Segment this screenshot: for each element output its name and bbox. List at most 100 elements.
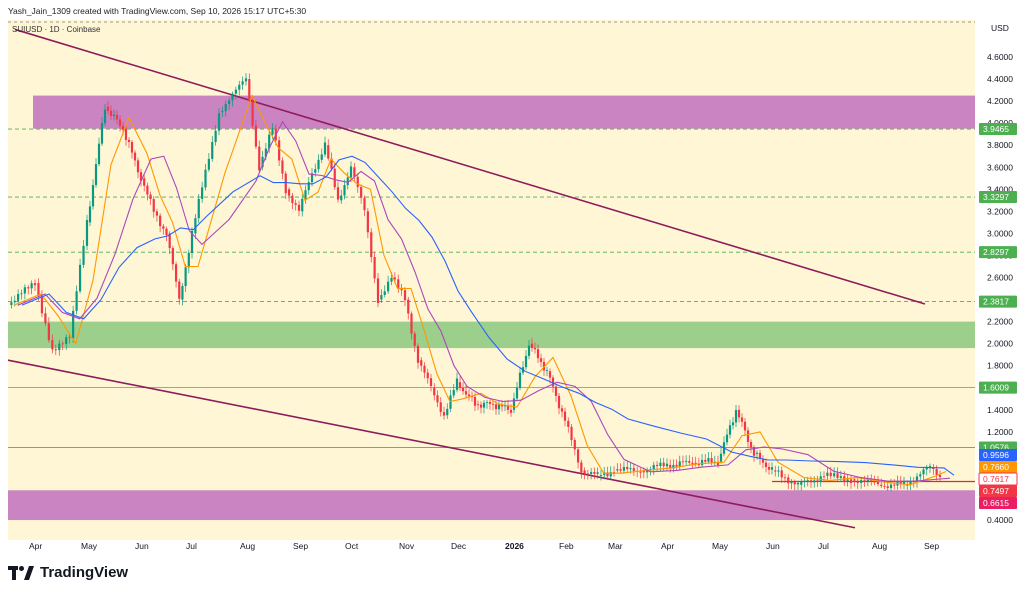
candle-body <box>536 349 540 359</box>
candle-body <box>61 343 64 345</box>
candle-body <box>725 434 729 443</box>
candle-body <box>178 281 181 299</box>
candle-body <box>563 411 567 421</box>
candle-body <box>551 377 555 387</box>
candle-body <box>935 469 938 475</box>
candle-body <box>494 404 498 410</box>
candle-body <box>512 398 516 410</box>
candle-body <box>333 168 336 188</box>
candle-body <box>85 220 89 246</box>
candle-body <box>91 185 95 207</box>
candle-body <box>836 473 839 478</box>
ma-long-line <box>21 155 955 476</box>
candle-body <box>570 426 573 441</box>
candle-body <box>78 264 82 292</box>
candle-body <box>121 126 125 130</box>
candle-body <box>75 291 78 311</box>
candle-body <box>197 198 200 219</box>
candle-body <box>304 190 307 199</box>
candle-body <box>254 125 258 147</box>
candle-body <box>761 458 765 463</box>
candle-body <box>217 113 221 131</box>
candle-body <box>767 467 771 470</box>
candle-body <box>583 470 586 474</box>
candle-body <box>734 409 738 423</box>
candle-body <box>922 469 925 475</box>
candle-body <box>626 466 629 470</box>
time-tick-label: Jul <box>186 541 197 551</box>
resistance-zone <box>33 95 975 129</box>
level-tag-text: 1.0576 <box>983 443 1009 453</box>
candle-body <box>488 401 492 404</box>
candle-body <box>27 287 30 289</box>
demand-zone <box>8 490 975 521</box>
price-tag-text: 0.7660 <box>983 462 1009 472</box>
price-tick-label: 3.6000 <box>987 162 1013 172</box>
candle-body <box>248 79 251 102</box>
candle-body <box>162 226 165 229</box>
candle-body <box>548 371 552 378</box>
candle-body <box>231 93 234 101</box>
candle-body <box>327 145 330 159</box>
candle-body <box>694 462 697 464</box>
candle-body <box>244 78 248 82</box>
candle-body <box>906 484 909 486</box>
candle-body <box>856 480 859 483</box>
candle-body <box>268 134 271 149</box>
price-tick-label: 4.6000 <box>987 52 1013 62</box>
candle-body <box>893 484 896 486</box>
attribution-text: Yash_Jain_1309 created with TradingView.… <box>8 6 307 16</box>
price-tag-text: 0.7497 <box>983 486 1009 496</box>
candle-body <box>764 462 768 468</box>
time-tick-label: Sep <box>924 541 939 551</box>
candle-body <box>576 449 580 463</box>
candle-body <box>133 152 137 161</box>
candle-body <box>429 378 433 387</box>
candle-body <box>467 394 471 397</box>
candle-body <box>360 187 363 198</box>
candle-body <box>672 464 675 469</box>
candle-body <box>294 203 297 205</box>
price-tag-0.6615 <box>979 497 1017 509</box>
candle-body <box>889 484 893 488</box>
time-tick-label: Jun <box>766 541 780 551</box>
candle-body <box>691 462 694 466</box>
candle-body <box>642 470 645 473</box>
candle-body <box>752 447 756 456</box>
candle-body <box>710 458 713 463</box>
candle-body <box>336 187 340 200</box>
candle-body <box>363 197 366 211</box>
candle-body <box>228 100 231 105</box>
support-zone <box>8 321 975 349</box>
candle-body <box>665 463 669 467</box>
candle-body <box>397 279 400 288</box>
candle-body <box>115 114 119 120</box>
candle-body <box>833 473 836 477</box>
candle-body <box>190 230 194 253</box>
tradingview-logo[interactable]: TradingView <box>8 564 128 581</box>
candle-body <box>573 440 576 450</box>
candle-body <box>88 206 92 223</box>
candle-body <box>899 480 902 485</box>
candle-body <box>10 302 13 306</box>
candle-body <box>317 159 320 170</box>
candle-body <box>346 177 349 186</box>
candle-body <box>416 345 420 363</box>
ma-short-line <box>13 94 947 486</box>
candle-body <box>109 110 113 116</box>
candle-body <box>728 425 732 435</box>
candle-body <box>515 387 519 399</box>
candle-body <box>593 472 596 474</box>
candle-body <box>127 139 131 143</box>
candle-body <box>826 472 829 476</box>
candle-body <box>356 176 359 188</box>
candle-body <box>909 480 912 485</box>
candle-body <box>716 461 720 466</box>
candle-body <box>603 472 606 476</box>
candle-body <box>100 123 104 144</box>
price-tick-label: 3.4000 <box>987 184 1013 194</box>
candle-body <box>373 257 376 279</box>
candle-body <box>596 472 599 474</box>
candle-body <box>181 286 184 300</box>
